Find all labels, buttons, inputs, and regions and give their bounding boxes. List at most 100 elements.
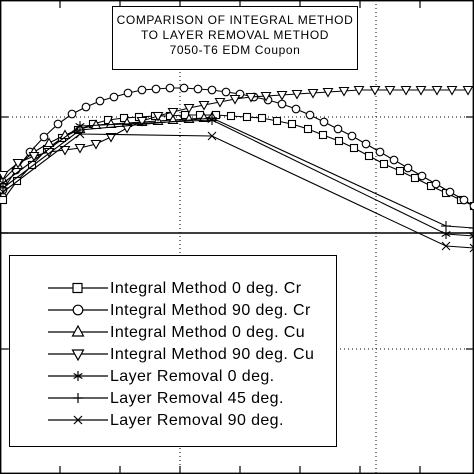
data-point-triangle-down — [59, 145, 71, 156]
chart-title-line-1: COMPARISON OF INTEGRAL METHOD — [116, 13, 354, 27]
data-point-triangle-down — [90, 139, 102, 150]
series-6 — [0, 113, 474, 233]
data-point-circle — [319, 117, 329, 127]
data-point-triangle-down — [121, 123, 133, 134]
legend-entry-layer-removal-0: Layer Removal 0 deg. — [10, 366, 336, 388]
data-point-triangle-down — [12, 158, 24, 169]
data-point-triangle-down — [167, 107, 179, 118]
data-point-circle — [389, 155, 399, 165]
data-point-circle — [221, 87, 231, 97]
data-point-triangle-down — [229, 94, 241, 105]
data-point-circle — [403, 163, 413, 173]
data-point-triangle-down — [369, 85, 381, 96]
legend-entry-layer-removal-45: Layer Removal 45 deg. — [10, 388, 336, 410]
data-point-triangle-down — [431, 85, 443, 96]
data-point-x — [469, 243, 474, 253]
legend-label: Integral Method 0 deg. Cr — [110, 280, 302, 297]
data-point-triangle-down — [105, 132, 117, 143]
legend-marker-x-icon — [48, 415, 108, 425]
data-point-circle — [361, 139, 371, 149]
data-point-square — [257, 113, 267, 123]
data-point-circle — [151, 84, 161, 94]
data-point-circle — [81, 102, 91, 112]
data-point-triangle-down — [74, 143, 86, 154]
legend-marker-triangle-down-icon — [48, 349, 108, 362]
data-point-x — [75, 129, 85, 139]
data-point-circle — [459, 195, 469, 205]
legend-marker-plus-icon — [48, 393, 108, 403]
data-point-circle — [123, 88, 133, 98]
legend-marker-square-icon — [48, 282, 108, 294]
data-point-triangle-down — [384, 85, 396, 96]
data-point-triangle-down — [291, 89, 303, 100]
data-point-circle — [39, 132, 49, 142]
legend-entry-integral-0-cr: Integral Method 0 deg. Cr — [10, 278, 336, 300]
legend-marker-asterisk-icon — [48, 371, 108, 381]
data-point-triangle-down — [0, 170, 9, 181]
data-point-circle — [165, 83, 175, 93]
data-point-x — [441, 241, 451, 251]
data-point-triangle-down — [214, 97, 226, 108]
data-point-plus — [207, 113, 217, 123]
legend-label: Integral Method 0 deg. Cu — [110, 324, 306, 341]
data-point-triangle-down — [276, 90, 288, 101]
chart-title-box: COMPARISON OF INTEGRAL METHOD TO LAYER R… — [112, 6, 358, 70]
data-point-square — [119, 113, 129, 123]
series-line — [2, 114, 474, 207]
data-point-triangle-down — [183, 103, 195, 114]
data-point-triangle-down — [415, 85, 427, 96]
data-point-circle — [193, 84, 203, 94]
legend-label: Integral Method 90 deg. Cu — [110, 346, 315, 363]
data-point-triangle-up — [43, 137, 55, 148]
data-point-plus — [469, 223, 474, 233]
series-4 — [0, 85, 474, 181]
data-point-circle — [291, 104, 301, 114]
data-point-triangle-down — [152, 111, 164, 122]
data-point-square — [349, 143, 359, 153]
data-point-circle — [277, 99, 287, 109]
data-point-circle — [375, 147, 385, 157]
data-point-triangle-down — [198, 100, 210, 111]
series-line — [2, 87, 474, 207]
data-point-circle — [179, 83, 189, 93]
legend-marker-circle-icon — [48, 304, 108, 316]
legend-label: Layer Removal 90 deg. — [110, 412, 284, 429]
data-point-circle — [95, 96, 105, 106]
data-point-asterisk — [469, 231, 474, 241]
legend-entry-integral-0-cu: Integral Method 0 deg. Cu — [10, 322, 336, 344]
data-point-circle — [137, 85, 147, 95]
data-point-triangle-down — [446, 85, 458, 96]
data-point-circle — [333, 124, 343, 134]
data-point-circle — [109, 92, 119, 102]
legend-label: Layer Removal 0 deg. — [110, 368, 275, 385]
data-point-circle — [53, 119, 63, 129]
series-1 — [0, 110, 474, 211]
legend-entry-integral-90-cu: Integral Method 90 deg. Cu — [10, 344, 336, 366]
chart-title-line-3: 7050-T6 EDM Coupon — [169, 43, 301, 57]
chart-series-layer — [0, 83, 474, 253]
data-point-triangle-down — [322, 87, 334, 98]
data-point-square — [334, 136, 344, 146]
legend-label: Layer Removal 45 deg. — [110, 390, 284, 407]
data-point-square — [287, 119, 297, 129]
data-point-square — [410, 173, 420, 183]
data-point-triangle-down — [307, 88, 319, 99]
data-point-square — [0, 195, 8, 205]
data-point-circle — [207, 85, 217, 95]
data-point-triangle-down — [462, 85, 474, 96]
data-point-square — [379, 159, 389, 169]
data-point-triangle-down — [353, 85, 365, 96]
data-point-triangle-up — [198, 112, 210, 123]
data-point-triangle-down — [245, 92, 257, 103]
data-point-triangle-down — [338, 86, 350, 97]
data-point-triangle-up — [59, 129, 71, 140]
data-point-square — [318, 130, 328, 140]
legend-marker-triangle-up-icon — [48, 324, 108, 337]
data-point-circle — [445, 187, 455, 197]
series-7 — [0, 129, 474, 253]
data-point-square — [226, 111, 236, 121]
series-2 — [0, 83, 474, 211]
data-point-square — [242, 112, 252, 122]
series-line — [2, 119, 474, 237]
